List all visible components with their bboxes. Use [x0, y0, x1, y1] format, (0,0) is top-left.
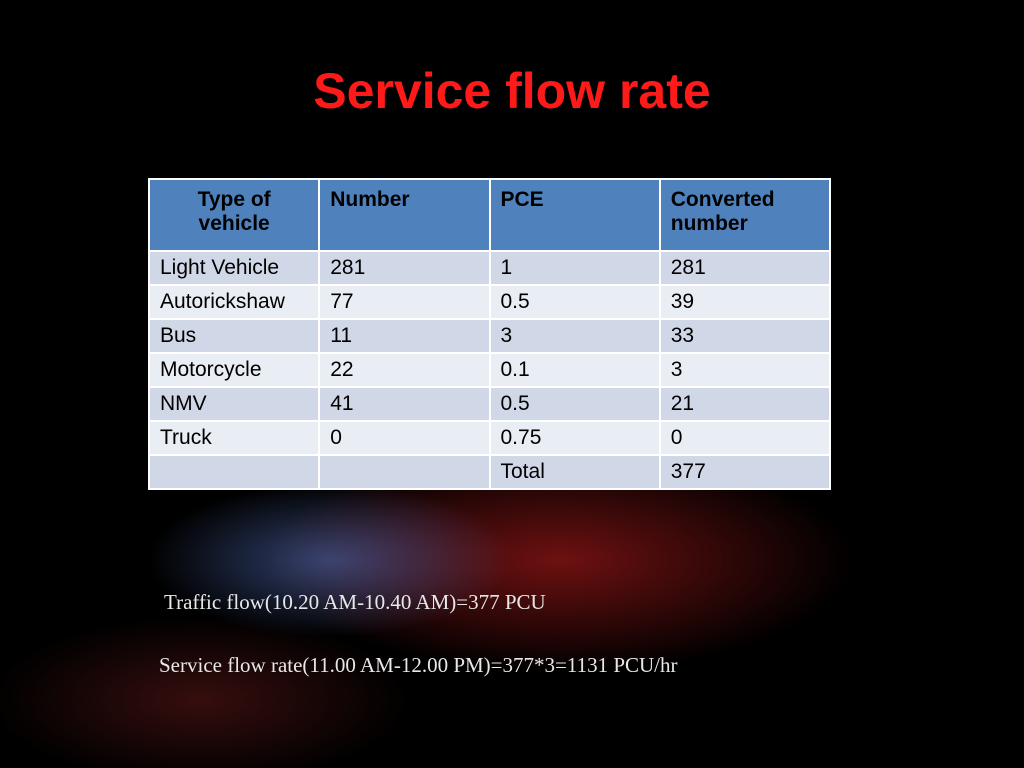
- table-cell: 0.5: [488, 284, 661, 320]
- table-cell: 22: [318, 352, 491, 388]
- table-cell: 1: [488, 250, 661, 286]
- table-cell: 377: [658, 454, 832, 490]
- table-cell: 281: [658, 250, 832, 286]
- table-row: Light Vehicle 281 1 281: [147, 250, 832, 286]
- header-cell: PCE: [488, 178, 661, 252]
- header-cell: Number: [318, 178, 491, 252]
- note: Traffic flow(10.20 AM-10.40 AM)=377 PCU: [164, 590, 546, 614]
- table-cell: NMV: [147, 386, 321, 422]
- table-cell: Light Vehicle: [147, 250, 321, 286]
- table-cell: 0: [318, 420, 491, 456]
- slide-title: Service flow rate: [313, 63, 711, 119]
- table-row: NMV 41 0.5 21: [147, 386, 832, 422]
- table-cell: 0.5: [488, 386, 661, 422]
- table-cell: 0.75: [488, 420, 661, 456]
- table-cell: Total: [488, 454, 661, 490]
- table-cell: 21: [658, 386, 832, 422]
- table-cell: [147, 454, 321, 490]
- header-row: Type of vehicle Number PCE Converted number: [147, 178, 832, 252]
- table-cell: 41: [318, 386, 491, 422]
- table-cell: Motorcycle: [147, 352, 321, 388]
- table-cell: Autorickshaw: [147, 284, 321, 320]
- table-cell: 39: [658, 284, 832, 320]
- vehicle-table: Type of vehicle Number PCE Converted number…: [147, 178, 832, 490]
- table-cell: [318, 454, 491, 490]
- table-cell: 3: [488, 318, 661, 354]
- table-cell: 33: [658, 318, 832, 354]
- header-cell: Type of vehicle: [147, 178, 321, 252]
- table-cell: 77: [318, 284, 491, 320]
- table-body: Light Vehicle 281 1 281 Autorickshaw 77 0.5 39 B…: [147, 250, 832, 490]
- note: Service flow rate(11.00 AM-12.00 PM)=377…: [159, 653, 678, 677]
- header-cell: Converted number: [658, 178, 832, 252]
- table-cell: 0: [658, 420, 832, 456]
- table-row: Total 377: [147, 454, 832, 490]
- table-cell: 281: [318, 250, 491, 286]
- table-row: Autorickshaw 77 0.5 39: [147, 284, 832, 320]
- table-cell: 0.1: [488, 352, 661, 388]
- table-row: Bus 11 3 33: [147, 318, 832, 354]
- table-cell: Bus: [147, 318, 321, 354]
- table-row: Truck 0 0.75 0: [147, 420, 832, 456]
- table-cell: Truck: [147, 420, 321, 456]
- table-cell: 3: [658, 352, 832, 388]
- table-cell: 11: [318, 318, 491, 354]
- table-row: Motorcycle 22 0.1 3: [147, 352, 832, 388]
